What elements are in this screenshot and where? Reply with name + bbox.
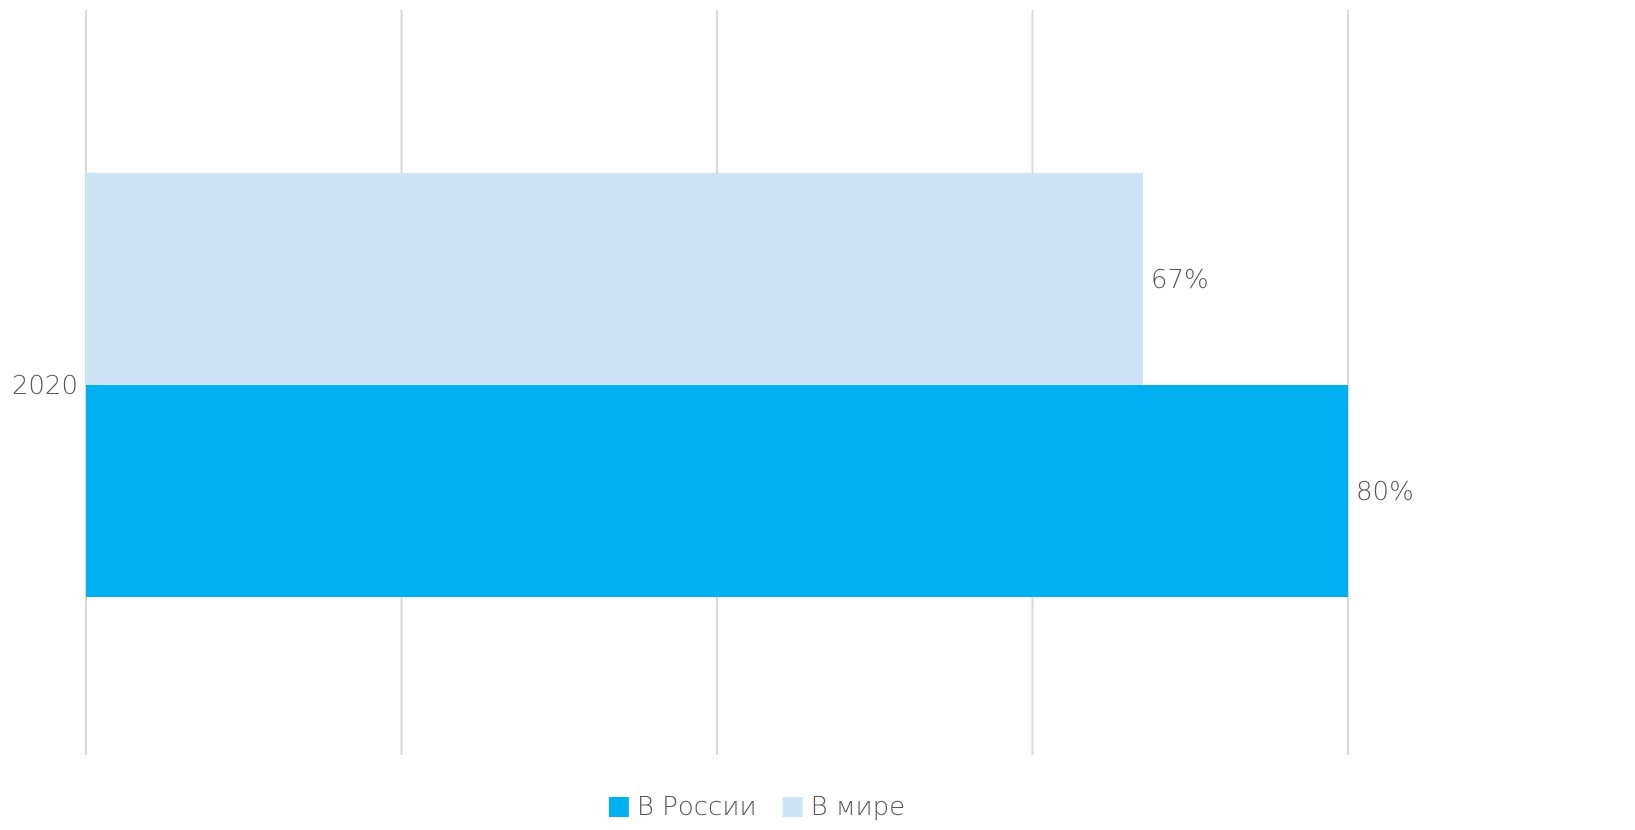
legend-swatch — [782, 797, 803, 817]
legend-label: В России — [637, 792, 757, 822]
data-label-world: 67% — [1151, 265, 1209, 295]
legend-label: В мире — [811, 792, 906, 822]
data-label-russia: 80% — [1356, 477, 1414, 507]
data-labels: 80% 67% — [1151, 265, 1414, 507]
category-axis-labels: 2020 — [12, 371, 78, 401]
legend: В России В мире — [608, 792, 906, 822]
bar-world — [86, 173, 1143, 385]
legend-item-russia: В России — [608, 792, 757, 822]
legend-swatch — [608, 797, 629, 817]
category-label: 2020 — [12, 371, 78, 401]
legend-item-world: В мире — [782, 792, 906, 822]
bars — [86, 173, 1348, 597]
bar-russia — [86, 385, 1348, 597]
